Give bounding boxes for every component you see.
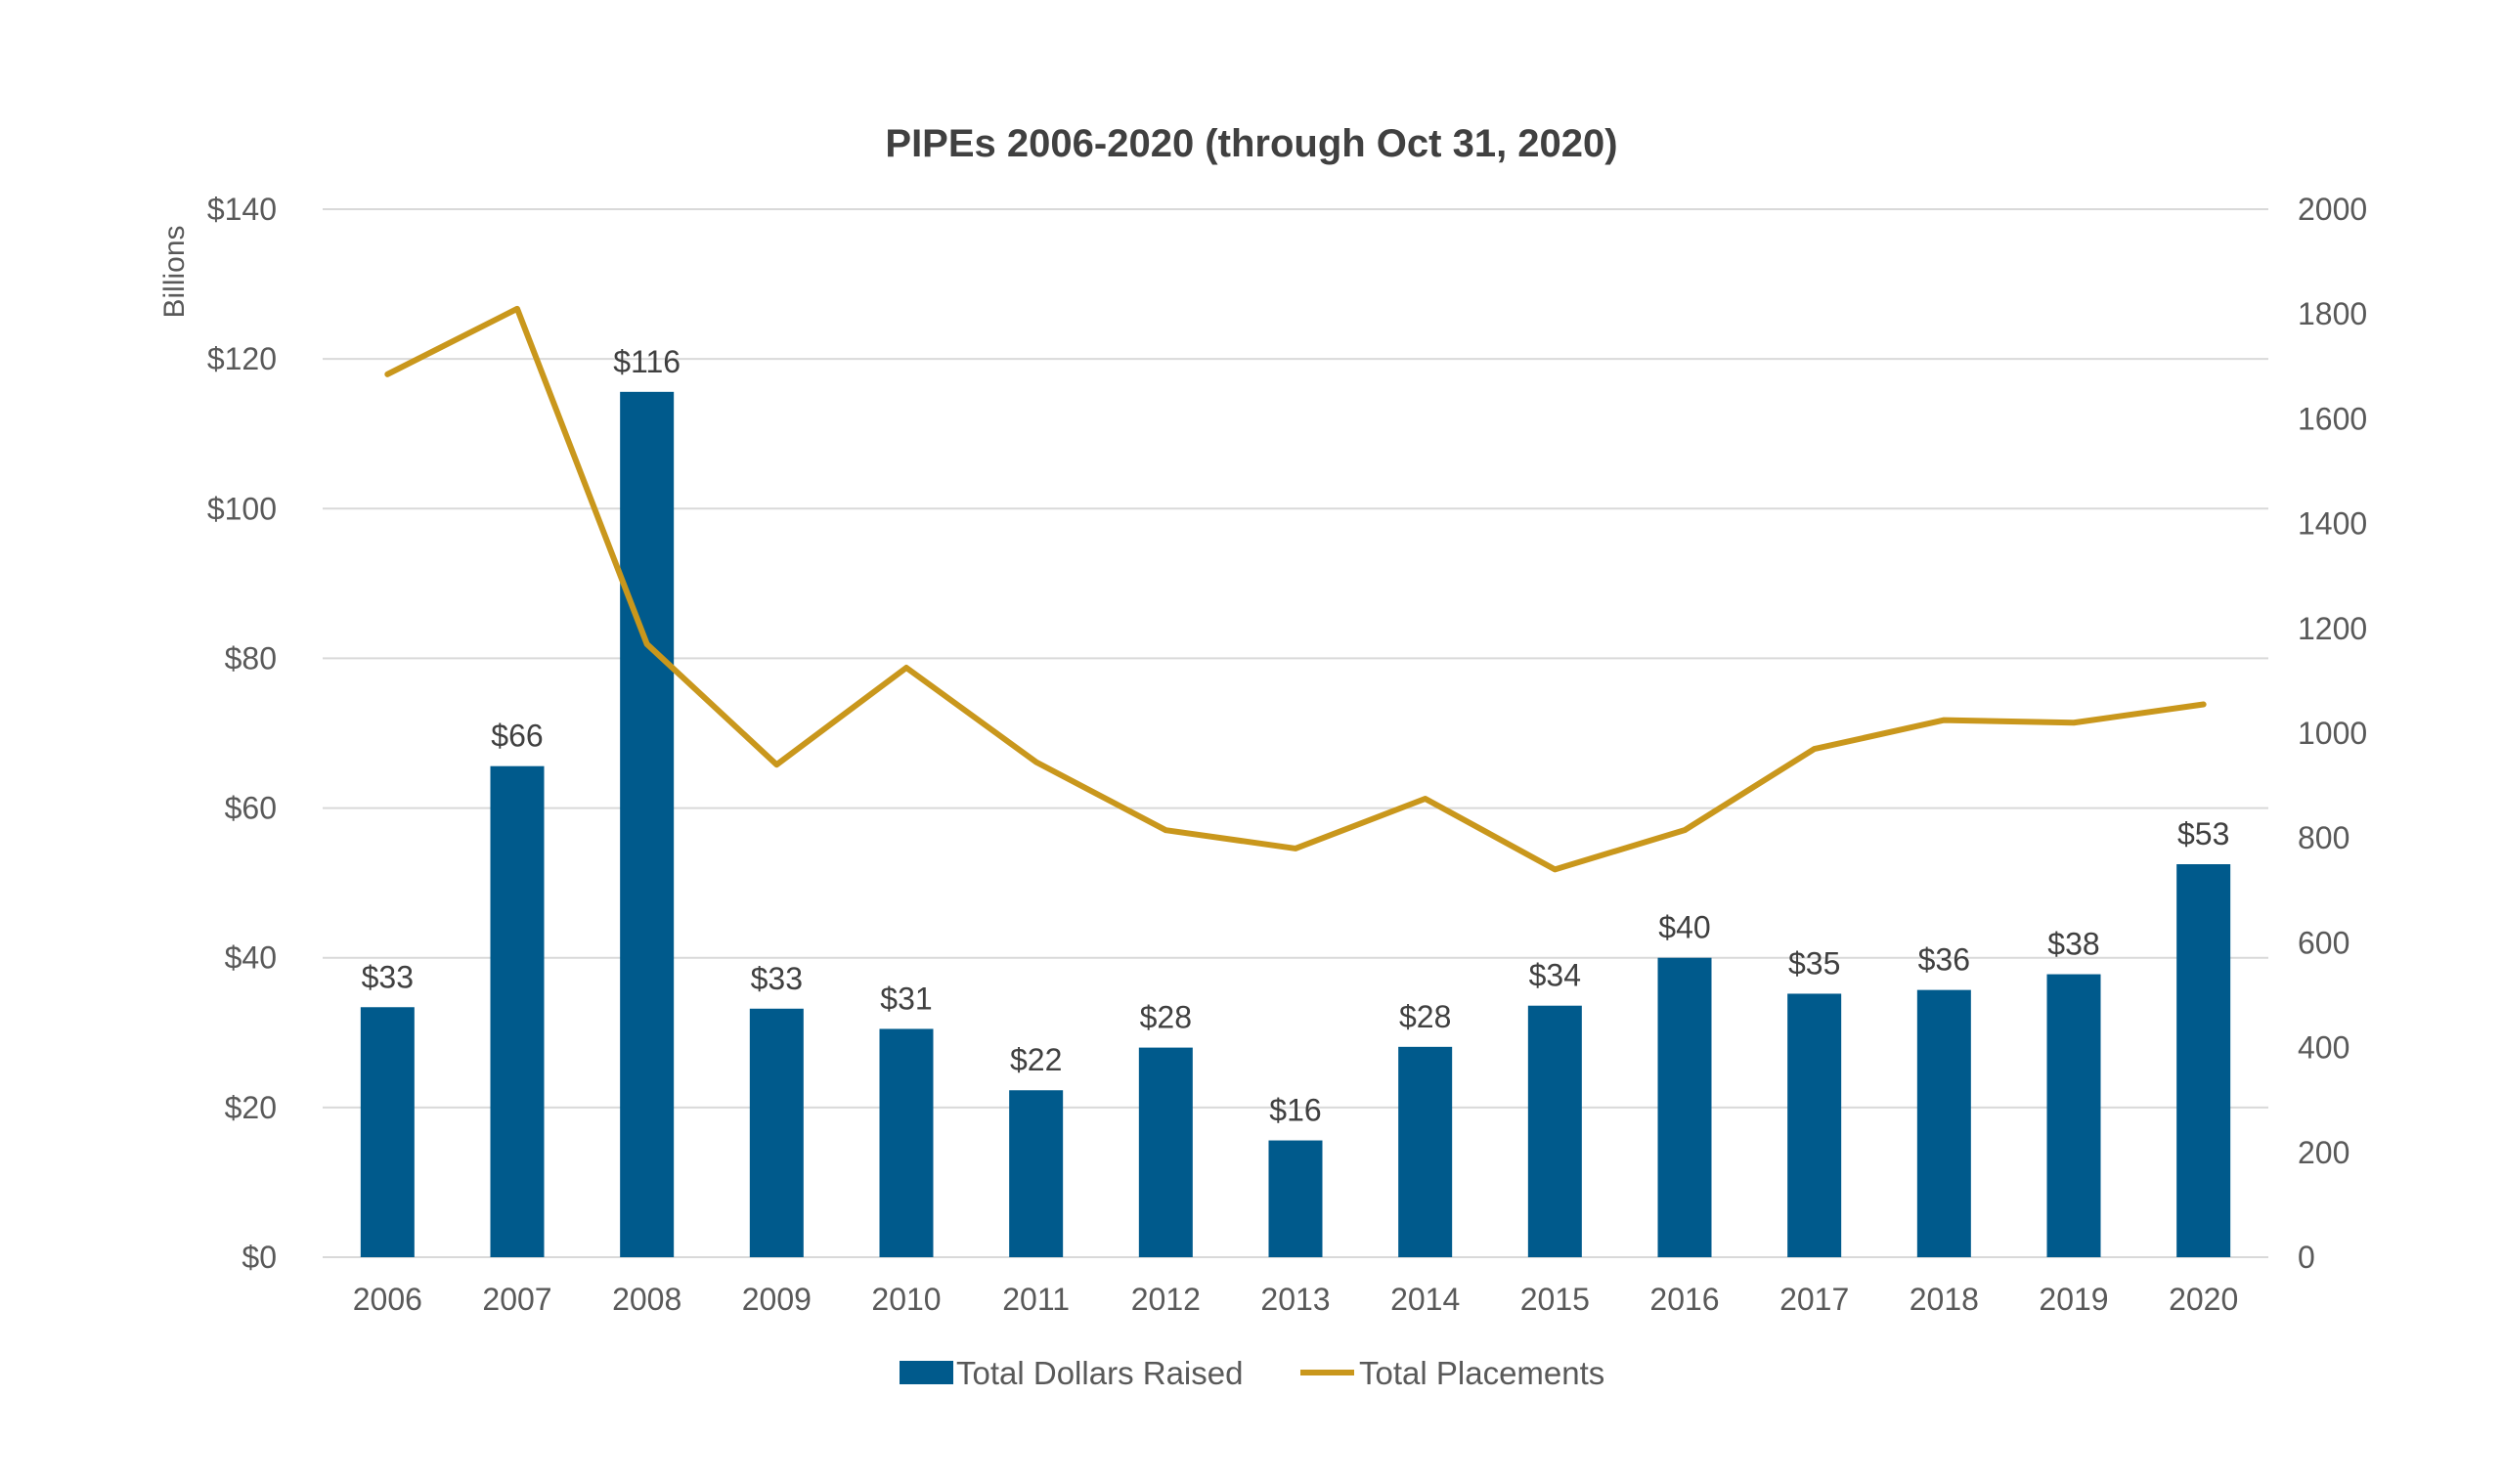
y-right-tick-label: 1800 bbox=[2298, 296, 2367, 331]
bar-total-dollars-raised bbox=[1009, 1090, 1064, 1257]
bar-total-dollars-raised bbox=[749, 1008, 804, 1257]
bar-value-label: $36 bbox=[1918, 942, 1970, 978]
bar-total-dollars-raised bbox=[1916, 989, 1971, 1257]
y-right-tick-label: 1400 bbox=[2298, 506, 2367, 542]
y-left-tick-label: $40 bbox=[225, 940, 277, 976]
legend-swatch-total-dollars-raised bbox=[900, 1361, 953, 1384]
x-tick-label: 2008 bbox=[612, 1282, 681, 1317]
y-left-tick-label: $0 bbox=[242, 1240, 277, 1275]
x-tick-label: 2018 bbox=[1910, 1282, 1979, 1317]
line-point-total-placements bbox=[1814, 748, 1816, 750]
bar-value-label: $28 bbox=[1140, 1000, 1192, 1035]
bar-series bbox=[360, 391, 2231, 1257]
line-point-total-placements bbox=[2203, 704, 2205, 706]
y-left-tick-label: $100 bbox=[207, 491, 277, 526]
bar-value-label: $31 bbox=[880, 981, 932, 1016]
x-tick-label: 2007 bbox=[482, 1282, 551, 1317]
y-right-tick-label: 1200 bbox=[2298, 611, 2367, 646]
line-point-total-placements bbox=[905, 667, 907, 669]
bar-total-dollars-raised bbox=[1527, 1005, 1582, 1257]
y-right-tick-label: 0 bbox=[2298, 1240, 2315, 1275]
line-point-total-placements bbox=[516, 308, 518, 310]
y-axis-left-ticks: $0 $20 $40 $60 $80 $100 $120 $140 bbox=[207, 192, 277, 1275]
y-axis-label: Billions bbox=[158, 225, 191, 318]
bar-value-label: $53 bbox=[2177, 816, 2229, 851]
x-tick-label: 2015 bbox=[1520, 1282, 1590, 1317]
y-right-tick-label: 1600 bbox=[2298, 401, 2367, 436]
bar-total-dollars-raised bbox=[2176, 864, 2231, 1257]
line-point-total-placements bbox=[386, 373, 388, 375]
bar-total-dollars-raised bbox=[490, 765, 545, 1257]
bar-value-label: $33 bbox=[362, 959, 414, 994]
bar-total-dollars-raised bbox=[360, 1007, 415, 1257]
bar-value-label: $22 bbox=[1010, 1042, 1062, 1077]
line-point-total-placements bbox=[1425, 798, 1427, 800]
y-left-tick-label: $140 bbox=[207, 192, 277, 227]
bar-value-label: $38 bbox=[2047, 927, 2099, 962]
x-axis-ticks: 2006 2007 2008 2009 2010 2011 2012 2013 2014 2015… bbox=[353, 1282, 2239, 1317]
legend: Total Dollars Raised Total Placements bbox=[900, 1355, 1604, 1391]
x-tick-label: 2009 bbox=[742, 1282, 812, 1317]
bar-value-label: $66 bbox=[491, 719, 543, 754]
x-tick-label: 2017 bbox=[1779, 1282, 1849, 1317]
x-tick-label: 2014 bbox=[1390, 1282, 1460, 1317]
y-left-tick-label: $20 bbox=[225, 1090, 277, 1125]
bar-value-label: $35 bbox=[1788, 945, 1840, 981]
x-tick-label: 2012 bbox=[1131, 1282, 1201, 1317]
line-point-total-placements bbox=[1684, 829, 1686, 831]
x-tick-label: 2020 bbox=[2169, 1282, 2238, 1317]
y-right-tick-label: 600 bbox=[2298, 925, 2349, 960]
line-point-total-placements bbox=[1164, 829, 1166, 831]
x-tick-label: 2016 bbox=[1649, 1282, 1719, 1317]
y-left-tick-label: $80 bbox=[225, 640, 277, 676]
bar-total-dollars-raised bbox=[1657, 957, 1712, 1257]
bar-total-dollars-raised bbox=[1787, 993, 1842, 1257]
y-right-tick-label: 2000 bbox=[2298, 192, 2367, 227]
chart-title: PIPEs 2006-2020 (through Oct 31, 2020) bbox=[885, 122, 1617, 165]
x-tick-label: 2019 bbox=[2039, 1282, 2108, 1317]
x-tick-label: 2011 bbox=[1002, 1282, 1070, 1317]
line-point-total-placements bbox=[646, 643, 648, 645]
y-axis-right-ticks: 0 200 400 600 800 1000 1200 1400 1600 1800 2000 bbox=[2298, 192, 2367, 1275]
y-right-tick-label: 400 bbox=[2298, 1030, 2349, 1066]
y-right-tick-label: 200 bbox=[2298, 1135, 2349, 1170]
bar-data-labels: $33 $66 $116 $33 $31 $22 $28 $16 $28 $34 $40 $35 $36… bbox=[362, 344, 2230, 1128]
y-left-tick-label: $60 bbox=[225, 791, 277, 826]
bar-total-dollars-raised bbox=[1398, 1046, 1453, 1257]
x-tick-label: 2006 bbox=[353, 1282, 422, 1317]
y-right-tick-label: 800 bbox=[2298, 820, 2349, 855]
bar-total-dollars-raised bbox=[879, 1028, 934, 1257]
line-point-total-placements bbox=[775, 764, 777, 765]
bar-total-dollars-raised bbox=[2046, 974, 2101, 1257]
bar-total-dollars-raised bbox=[1268, 1140, 1323, 1257]
line-point-total-placements bbox=[1295, 848, 1296, 850]
bar-value-label: $16 bbox=[1269, 1093, 1321, 1128]
legend-label-total-placements: Total Placements bbox=[1359, 1355, 1604, 1391]
bar-total-dollars-raised bbox=[1138, 1047, 1193, 1257]
x-tick-label: 2010 bbox=[871, 1282, 941, 1317]
x-tick-label: 2013 bbox=[1260, 1282, 1330, 1317]
bar-value-label: $33 bbox=[751, 961, 803, 996]
bar-value-label: $116 bbox=[613, 344, 681, 379]
line-series bbox=[384, 305, 2207, 873]
line-point-total-placements bbox=[1035, 761, 1037, 763]
y-right-tick-label: 1000 bbox=[2298, 716, 2367, 751]
bar-value-label: $34 bbox=[1529, 958, 1581, 993]
legend-label-total-dollars-raised: Total Dollars Raised bbox=[956, 1355, 1243, 1391]
line-point-total-placements bbox=[2073, 721, 2075, 723]
bar-value-label: $40 bbox=[1658, 910, 1710, 945]
y-left-tick-label: $120 bbox=[207, 341, 277, 376]
bar-value-label: $28 bbox=[1399, 999, 1451, 1034]
line-point-total-placements bbox=[1554, 868, 1556, 870]
bar-total-dollars-raised bbox=[620, 391, 675, 1257]
